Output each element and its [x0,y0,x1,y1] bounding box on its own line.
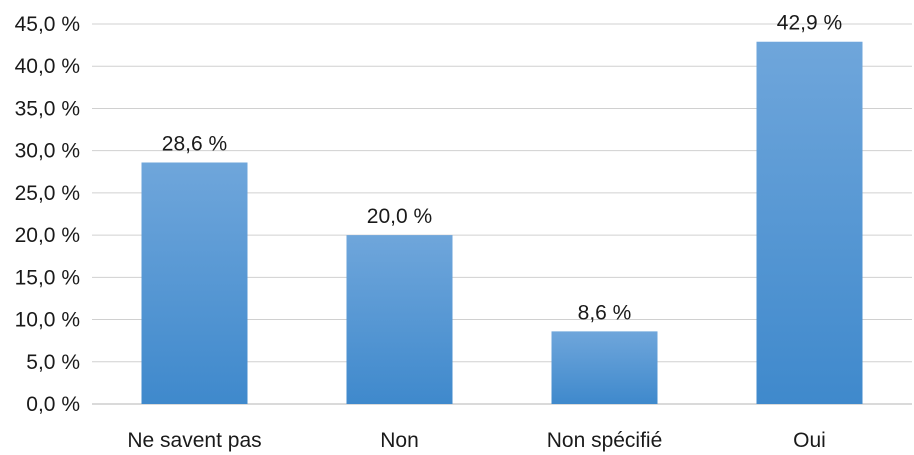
data-label: 28,6 % [162,132,227,155]
data-labels: 28,6 % 20,0 % 8,6 % 42,9 % [162,12,842,325]
bar [551,331,658,404]
y-tick-label: 35,0 % [15,97,80,120]
y-tick-label: 25,0 % [15,182,80,205]
bar [141,162,248,404]
y-tick-label: 15,0 % [15,266,80,289]
x-axis-category-labels: Ne savent pas Non Non spécifié Oui [127,429,825,452]
y-tick-label: 20,0 % [15,224,80,247]
y-tick-label: 10,0 % [15,309,80,332]
y-tick-label: 30,0 % [15,140,80,163]
y-axis-tick-labels: 0,0 % 5,0 % 10,0 % 15,0 % 20,0 % 25,0 % 30,0 %… [15,13,80,416]
y-tick-label: 0,0 % [26,393,80,416]
bars [141,41,863,404]
x-category-label: Ne savent pas [127,429,261,452]
x-category-label: Oui [793,429,826,452]
bar [756,41,863,404]
bar [346,235,453,404]
data-label: 42,9 % [777,12,842,35]
y-tick-label: 5,0 % [26,351,80,374]
data-label: 20,0 % [367,205,432,228]
y-tick-label: 45,0 % [15,13,80,36]
y-tick-label: 40,0 % [15,55,80,78]
data-label: 8,6 % [578,301,632,324]
x-category-label: Non spécifié [547,429,663,452]
x-category-label: Non [380,429,419,452]
